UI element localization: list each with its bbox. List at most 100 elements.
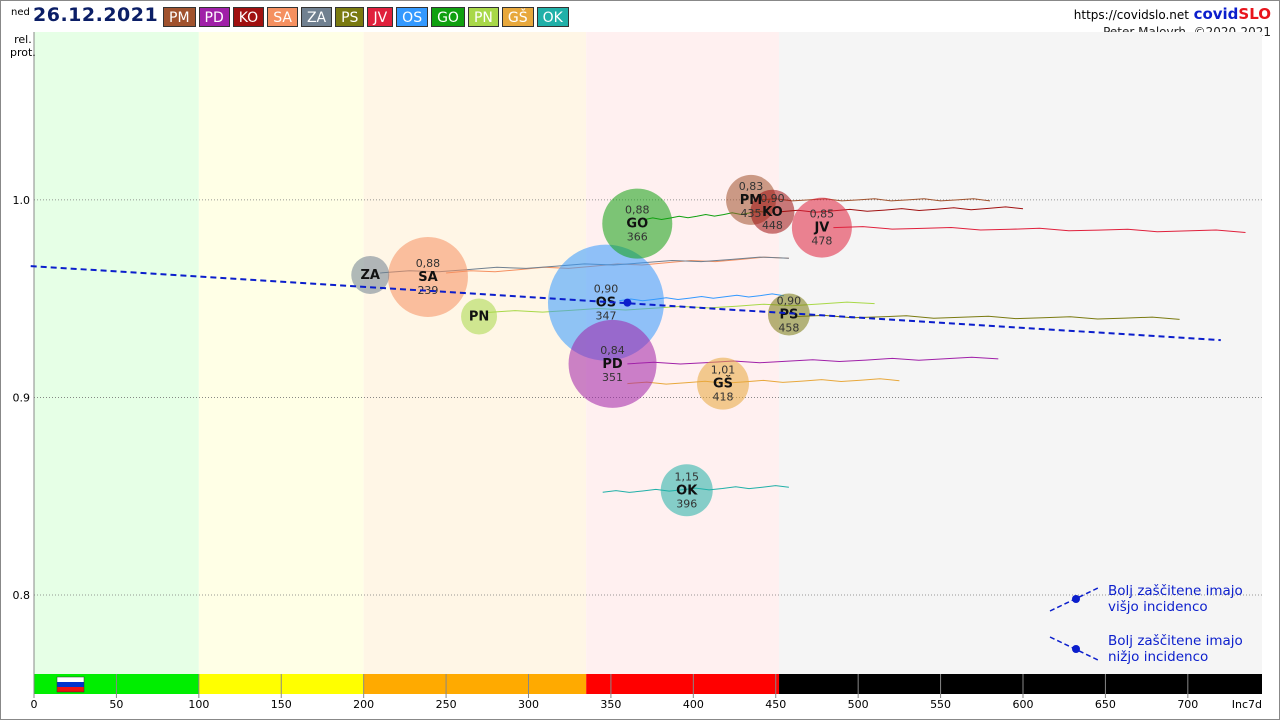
bubble-code-sa: SA	[418, 270, 437, 285]
bubble-prot-ko: 0,90	[760, 192, 785, 205]
note-higher-line2: višjo incidenco	[1108, 599, 1208, 615]
bubble-code-os: OS	[596, 296, 616, 311]
x-tick-label: 600	[1012, 698, 1033, 711]
bubble-prot-gš: 1,01	[711, 364, 736, 377]
region-legend: PM PD KO SA ZA PS JV OS GO PN GŠ OK	[163, 7, 569, 27]
trail-gš	[627, 378, 900, 385]
trail-pd	[627, 356, 999, 365]
bubble-za	[351, 255, 390, 294]
report-date: 26.12.2021	[33, 4, 159, 26]
legend-pd[interactable]: PD	[198, 7, 230, 27]
legend-pn[interactable]: PN	[467, 7, 499, 27]
legend-pm[interactable]: PM	[163, 7, 196, 27]
bubble-pd	[568, 319, 657, 408]
flag-border	[56, 676, 85, 693]
legend-gš[interactable]: GŠ	[501, 7, 534, 27]
y-axis-label-line2: prot.	[10, 46, 36, 59]
x-tick-label: 100	[188, 698, 209, 711]
brand-part1: covid	[1193, 5, 1239, 23]
legend-sa[interactable]: SA	[267, 7, 298, 27]
day-of-week: ned	[11, 7, 30, 18]
bubble-prot-ps: 0,90	[777, 294, 802, 307]
y-tick-label: 1.0	[13, 194, 31, 207]
note-lower-line1: Bolj zaščitene imajo	[1108, 633, 1243, 649]
bubble-code-jv: JV	[813, 221, 829, 236]
trail-pm	[759, 198, 991, 202]
bubble-inc-go: 366	[627, 231, 648, 244]
bubble-prot-jv: 0,85	[810, 208, 835, 221]
legend-ok[interactable]: OK	[536, 7, 569, 27]
y-axis-label-line1: rel.	[14, 33, 32, 46]
bubble-code-go: GO	[626, 217, 648, 232]
bubble-jv	[791, 197, 852, 258]
zone-bar-4	[779, 674, 1262, 694]
x-tick-label: 0	[31, 698, 38, 711]
bubble-gš	[696, 357, 749, 410]
bubble-code-ko: KO	[762, 205, 783, 220]
x-tick-label: 250	[436, 698, 457, 711]
zone-bg-4	[779, 32, 1262, 674]
flag-red	[57, 687, 84, 692]
bubble-inc-pm: 435	[741, 207, 762, 220]
x-tick-label: 50	[109, 698, 123, 711]
zone-bar-3	[586, 674, 780, 694]
flag-blue	[57, 682, 84, 687]
bubble-ko	[750, 189, 795, 234]
trend-center-dot	[623, 298, 632, 307]
bubble-code-pd: PD	[602, 357, 623, 372]
bubble-inc-pd: 351	[602, 371, 623, 384]
legend-ps[interactable]: PS	[335, 7, 365, 27]
x-tick-label: 400	[683, 698, 704, 711]
note-higher: Bolj zaščitene imajo višjo incidenco	[1108, 583, 1243, 615]
trend-line	[30, 265, 1221, 342]
legend-ko[interactable]: KO	[232, 7, 265, 27]
bubble-inc-ok: 396	[676, 497, 697, 510]
note-higher-line1: Bolj zaščitene imajo	[1108, 583, 1243, 599]
bubble-prot-ok: 1,15	[674, 470, 699, 483]
bubble-ok	[660, 464, 713, 517]
bubble-code-pn: PN	[469, 309, 489, 324]
bubble-prot-os: 0,90	[594, 283, 619, 296]
legend-za[interactable]: ZA	[300, 7, 333, 27]
bubble-code-ok: OK	[676, 483, 698, 498]
legend-go[interactable]: GO	[431, 7, 465, 27]
bubble-prot-pm: 0,83	[739, 180, 764, 193]
x-tick-label: 650	[1095, 698, 1116, 711]
y-tick-label: 0.8	[13, 589, 31, 602]
legend-os[interactable]: OS	[396, 7, 429, 27]
bubble-code-pm: PM	[740, 193, 762, 208]
x-tick-label: 350	[600, 698, 621, 711]
x-tick-label: 550	[930, 698, 951, 711]
y-axis-label: rel. prot.	[10, 33, 36, 59]
note-higher-icon-dot	[1072, 595, 1080, 603]
zone-bg-2	[363, 32, 587, 674]
bubble-prot-go: 0,88	[625, 204, 650, 217]
bubble-prot-sa: 0,88	[416, 257, 441, 270]
x-tick-label: 450	[765, 698, 786, 711]
legend-jv[interactable]: JV	[367, 7, 394, 27]
bubble-code-za: ZA	[361, 268, 381, 283]
bubble-prot-pd: 0,84	[600, 344, 625, 357]
x-tick-label: 300	[518, 698, 539, 711]
bubble-inc-os: 347	[595, 310, 616, 323]
bubble-sa	[387, 236, 468, 317]
x-axis-label: Inc7d	[1232, 698, 1262, 711]
zone-bar-2	[363, 674, 587, 694]
trail-jv	[833, 226, 1246, 233]
x-tick-label: 700	[1177, 698, 1198, 711]
bubble-inc-sa: 239	[417, 284, 438, 297]
bubble-code-ps: PS	[779, 307, 798, 322]
x-tick-label: 150	[271, 698, 292, 711]
y-tick-label: 0.9	[13, 391, 31, 404]
note-lower-icon-dot	[1072, 645, 1080, 653]
x-tick-label: 200	[353, 698, 374, 711]
bubble-ps	[767, 293, 810, 336]
bubble-inc-jv: 478	[811, 235, 832, 248]
bubble-code-gš: GŠ	[713, 376, 733, 392]
note-lower-line2: nižjo incidenco	[1108, 649, 1209, 665]
site-url[interactable]: https://covidslo.net	[1073, 8, 1189, 22]
bubble-inc-ko: 448	[762, 219, 783, 232]
brand-logo: covidSLO	[1194, 5, 1271, 23]
zone-bg-1	[198, 32, 364, 674]
